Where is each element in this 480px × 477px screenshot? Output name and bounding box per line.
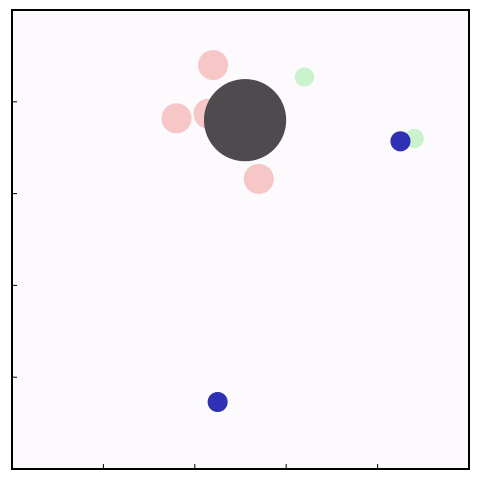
- plot-background: [12, 10, 469, 469]
- data-point-s3-p0: [390, 131, 411, 152]
- data-point-s0-p0: [197, 49, 229, 81]
- points-layer: [161, 49, 424, 413]
- data-point-s0-p3: [243, 163, 274, 194]
- data-point-s2-p0: [294, 67, 315, 87]
- axes-frame: [11, 9, 470, 470]
- data-point-s3-p1: [207, 391, 228, 413]
- data-point-s0-p1: [161, 103, 192, 134]
- data-point-s1-p0: [203, 79, 287, 162]
